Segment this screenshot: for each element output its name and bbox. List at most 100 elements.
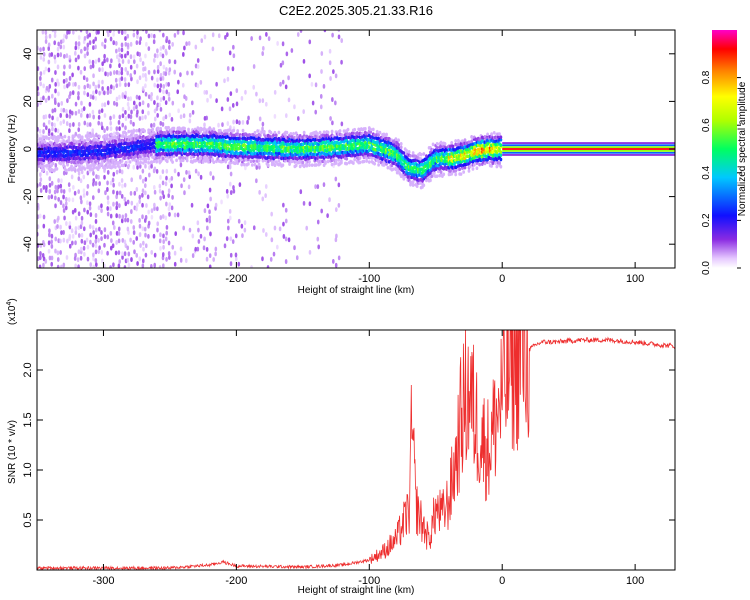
spectrogram-cell bbox=[411, 183, 415, 187]
spectrogram-cell bbox=[50, 194, 54, 200]
spectrogram-cell bbox=[261, 196, 265, 202]
spectrogram-cell bbox=[287, 97, 291, 103]
spectrogram-cell bbox=[59, 52, 63, 58]
spectrogram-cell bbox=[82, 106, 86, 112]
spectrogram-cell bbox=[129, 237, 132, 243]
spectrogram-cell bbox=[135, 252, 139, 258]
spectrogram-cell bbox=[358, 156, 362, 160]
spectrogram-cell bbox=[173, 59, 177, 65]
spectrogram-cell bbox=[141, 202, 144, 208]
spectrogram-cell bbox=[141, 192, 144, 198]
spectrogram-cell bbox=[106, 126, 109, 131]
spectrogram-cell bbox=[141, 161, 145, 165]
spectrogram-cell bbox=[47, 194, 51, 200]
spectrogram-cell bbox=[337, 157, 341, 162]
spectrogram-cell bbox=[86, 51, 89, 56]
colorbar-ticks: 0.0 0.2 0.4 0.6 0.8 bbox=[701, 70, 741, 275]
spectrogram-cell bbox=[182, 103, 186, 108]
spectrogram-cell bbox=[289, 132, 293, 136]
spectrogram-cell bbox=[203, 90, 206, 95]
spectrogram-cell bbox=[334, 262, 338, 268]
spectrogram-cell bbox=[334, 161, 338, 165]
spectrogram-cell bbox=[65, 221, 68, 226]
spectrogram-cell bbox=[118, 114, 122, 120]
spectrogram-cell bbox=[331, 97, 334, 102]
spectrogram-cell bbox=[211, 32, 215, 38]
spectrogram-cell bbox=[205, 256, 209, 262]
spectrogram-cell bbox=[110, 58, 113, 64]
spectrogram-cell bbox=[91, 195, 95, 201]
spectrogram-cell bbox=[145, 41, 148, 47]
spectrogram-cell bbox=[217, 33, 221, 39]
spectrogram-cell bbox=[203, 122, 206, 128]
spectrogram-cell bbox=[68, 64, 72, 70]
spectrogram-cell bbox=[62, 170, 66, 176]
spectrogram-cell bbox=[250, 265, 253, 268]
spectrogram-cell bbox=[345, 161, 349, 166]
spectrogram-cell bbox=[288, 162, 291, 166]
spectrogram-cell bbox=[53, 97, 57, 103]
spectrogram-cell bbox=[435, 145, 439, 150]
spectrogram-cell bbox=[106, 90, 110, 96]
spectrogram-cell bbox=[63, 142, 67, 147]
spectrogram-cell bbox=[279, 62, 283, 68]
spectrogram-cell bbox=[132, 225, 136, 230]
spectrogram-cell bbox=[144, 232, 147, 238]
spectrogram-cell bbox=[168, 178, 172, 183]
spectrogram-cell bbox=[194, 44, 198, 50]
spectrogram-cell bbox=[308, 159, 311, 164]
spectrogram-cell bbox=[255, 178, 258, 184]
spectrogram-cell bbox=[415, 184, 419, 188]
spectrogram-cell bbox=[80, 107, 84, 113]
spectrogram-cell bbox=[153, 166, 157, 172]
spectrogram-cell bbox=[282, 202, 285, 208]
spectrogram-cell bbox=[77, 54, 80, 60]
spectrogram-track-band bbox=[502, 154, 675, 156]
spectrogram-cell bbox=[109, 265, 112, 268]
spectrogram-cell bbox=[338, 129, 342, 133]
spectrogram-cell bbox=[153, 33, 156, 39]
spectrogram-cell bbox=[235, 88, 239, 94]
spectrogram-cell bbox=[115, 101, 119, 107]
spectrogram-cell bbox=[399, 142, 403, 146]
spectrogram-cell bbox=[109, 120, 112, 126]
spectrogram-cell bbox=[159, 120, 163, 126]
spectrogram-cell bbox=[191, 253, 195, 258]
spectrogram-cell bbox=[109, 89, 112, 95]
spectrogram-cell bbox=[199, 174, 203, 180]
spectrogram-cell bbox=[136, 79, 139, 85]
spectrogram-cell bbox=[181, 158, 185, 163]
spectrogram-cell bbox=[108, 30, 112, 34]
spectrogram-cell bbox=[94, 137, 97, 142]
spectrogram-cell bbox=[42, 164, 46, 168]
spectrogram-cell bbox=[88, 201, 92, 207]
spectrogram-cell bbox=[276, 41, 279, 46]
svg-text:(x104): (x104) bbox=[6, 298, 18, 325]
spectrogram-cell bbox=[231, 239, 235, 245]
spectrogram-cell bbox=[80, 238, 84, 244]
spectrogram-cell bbox=[185, 169, 188, 175]
spectrogram-cell bbox=[127, 96, 130, 102]
spectrogram-cell bbox=[499, 143, 503, 147]
spectrogram-cell bbox=[209, 171, 212, 176]
spectrogram-cell bbox=[95, 174, 98, 180]
spectrogram-cell bbox=[152, 233, 156, 239]
y-tick-label: 1.0 bbox=[22, 462, 34, 477]
spectrogram-cell bbox=[47, 87, 51, 93]
spectrogram-cell bbox=[293, 104, 296, 110]
spectrogram-cell bbox=[144, 252, 148, 258]
spectrogram-cell bbox=[150, 123, 153, 128]
spectrogram-cell bbox=[66, 98, 69, 104]
spectrogram-cell bbox=[53, 107, 57, 113]
spectrogram-cell bbox=[59, 183, 63, 189]
spectrogram-cell bbox=[340, 121, 344, 127]
spectrogram-cell bbox=[267, 36, 271, 42]
spectrogram-cell bbox=[77, 189, 80, 195]
spectrogram-cell bbox=[241, 233, 244, 239]
spectrogram-cell bbox=[208, 215, 211, 221]
spectrogram-cell bbox=[162, 194, 166, 200]
spectrogram-cell bbox=[284, 207, 288, 213]
spectrogram-cell bbox=[284, 84, 288, 90]
spectrogram-cell bbox=[88, 205, 92, 211]
spectrogram-cell bbox=[150, 250, 154, 255]
